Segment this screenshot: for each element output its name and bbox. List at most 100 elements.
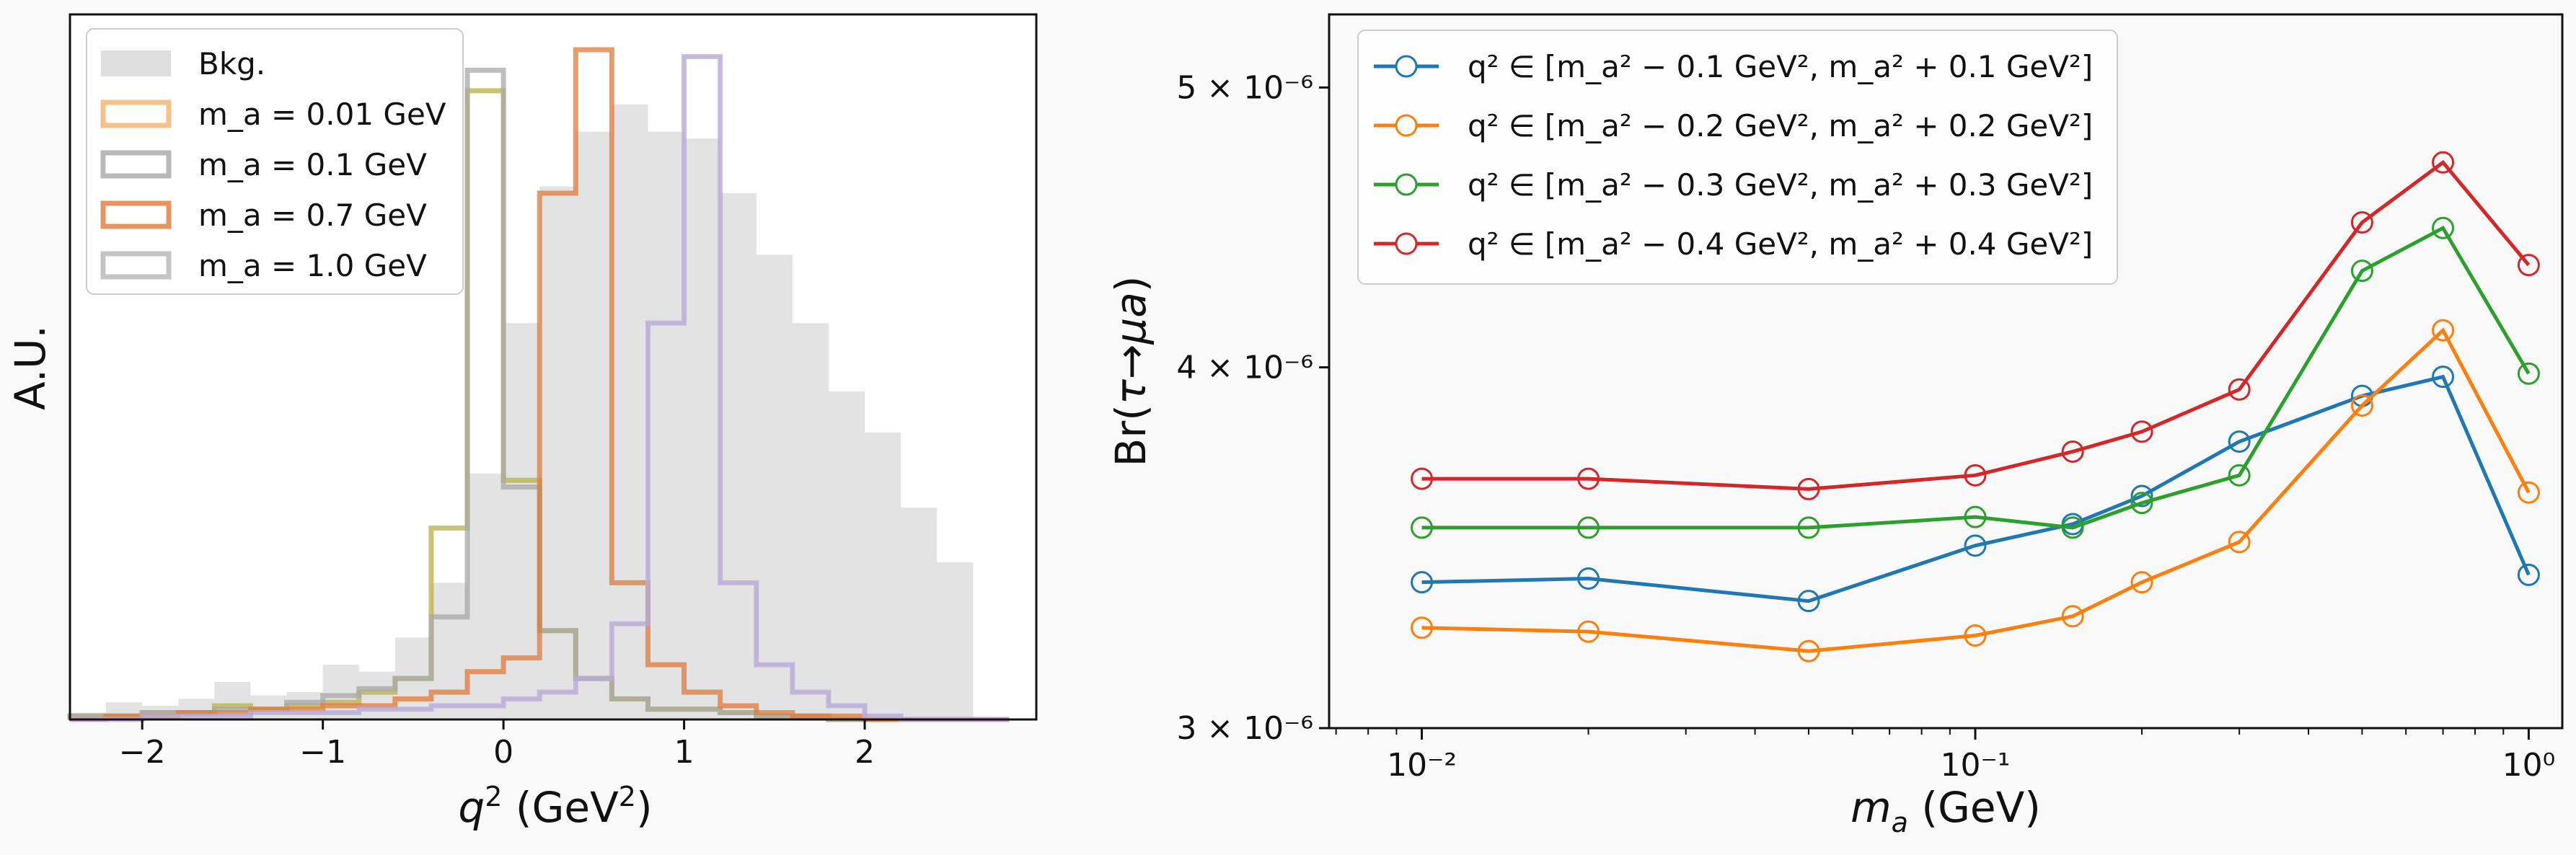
br-frame	[1328, 13, 2564, 730]
br-point	[2432, 366, 2455, 389]
bkg-bar	[503, 323, 540, 719]
br-x-ticks: 10⁻² 10⁻¹ 10⁰	[1335, 728, 2556, 784]
br-point	[1577, 620, 1600, 643]
br-x-tick-label: 10⁻²	[1387, 747, 1457, 784]
bkg-bar	[467, 473, 504, 719]
br-legend-label: q² ∈ [m_a² − 0.4 GeV², m_a² + 0.4 GeV²]	[1468, 226, 2093, 262]
br-point	[2432, 216, 2455, 239]
br-point	[2517, 481, 2540, 504]
histogram-x-tick-label: −1	[299, 734, 346, 771]
br-point	[2061, 440, 2084, 463]
br-legend-label: q² ∈ [m_a² − 0.1 GeV², m_a² + 0.1 GeV²]	[1468, 49, 2093, 84]
br-point	[1797, 477, 1820, 500]
br-legend-marker	[1395, 232, 1418, 255]
br-point	[2130, 571, 2153, 594]
br-point	[2517, 362, 2540, 385]
legend-swatch-bkg	[101, 50, 171, 76]
histogram-bars	[67, 47, 1010, 722]
br-x-tick-label: 10⁰	[2502, 747, 2556, 784]
br-point	[2432, 151, 2455, 174]
br-point	[1577, 567, 1600, 590]
legend-swatch	[100, 200, 172, 229]
histogram-legend-label: m_a = 1.0 GeV	[198, 248, 427, 283]
br-x-tick-label: 10⁻¹	[1941, 747, 2011, 784]
histogram-y-axis-label: A.U.	[6, 325, 55, 410]
histogram-x-tick-label: 2	[855, 734, 875, 771]
br-point	[1411, 616, 1434, 639]
bkg-bar	[937, 562, 974, 719]
bkg-bar	[684, 138, 720, 719]
bkg-bar	[358, 671, 395, 719]
br-point	[2517, 254, 2540, 277]
histogram-legend-label: m_a = 0.1 GeV	[198, 147, 427, 182]
br-point	[2350, 394, 2373, 417]
br-point	[1797, 590, 1820, 613]
bkg-bar	[865, 432, 901, 719]
histogram-step-4	[70, 53, 1010, 722]
br-line-1	[1421, 374, 2531, 603]
bkg-bar	[431, 582, 468, 719]
histogram-legend-label: m_a = 0.01 GeV	[198, 97, 446, 132]
legend-swatch	[100, 150, 172, 179]
bkg-bar	[539, 186, 576, 719]
histogram-legend-label: m_a = 0.7 GeV	[198, 198, 427, 233]
br-y-tick-label: 5 × 10⁻⁶	[1176, 69, 1313, 106]
br-point	[2061, 605, 2084, 628]
histogram-x-axis-label: q2 (GeV2)	[458, 781, 652, 832]
histogram-panel: −2 −1 0 1 2 A.U. q2 (GeV2) Bkg. m_a = 0.01 Ge…	[6, 13, 1038, 832]
br-point	[2350, 211, 2373, 234]
br-legend-marker	[1395, 55, 1418, 78]
br-point	[1411, 467, 1434, 490]
bkg-bar	[901, 508, 938, 719]
bkg-bar	[720, 193, 757, 719]
br-point	[2228, 531, 2251, 554]
br-series-lines	[1411, 151, 2540, 663]
br-y-axis-label: Br(τ→μa)	[1106, 276, 1155, 467]
bkg-bar	[756, 254, 793, 719]
br-point	[2228, 430, 2251, 453]
br-line-3	[1421, 225, 2531, 530]
br-point	[1964, 464, 1987, 487]
legend-swatch	[100, 251, 172, 280]
br-point	[1797, 516, 1820, 539]
histogram-legend-label: Bkg.	[198, 46, 265, 81]
br-point	[2061, 516, 2084, 539]
br-legend-label: q² ∈ [m_a² − 0.3 GeV², m_a² + 0.3 GeV²]	[1468, 167, 2093, 203]
br-point	[1964, 505, 1987, 528]
br-legend-marker	[1395, 114, 1418, 137]
histogram-frame	[69, 13, 1038, 721]
histogram-legend: Bkg. m_a = 0.01 GeV m_a = 0.1 GeV m_a = 0.7…	[86, 28, 464, 295]
br-point	[1577, 516, 1600, 539]
br-y-tick-label: 3 × 10⁻⁶	[1176, 710, 1313, 747]
histogram-legend-box	[86, 28, 464, 295]
br-legend-label: q² ∈ [m_a² − 0.2 GeV², m_a² + 0.2 GeV²]	[1468, 108, 2093, 143]
br-point	[2130, 484, 2153, 508]
br-point	[1411, 571, 1434, 594]
bkg-bar	[575, 131, 612, 720]
br-point	[2350, 260, 2373, 283]
br-point	[1577, 467, 1600, 490]
histogram-step-2	[67, 67, 1010, 722]
br-y-ticks: 3 × 10⁻⁶ 4 × 10⁻⁶ 5 × 10⁻⁶	[1176, 69, 1329, 747]
branching-ratio-panel: 10⁻² 10⁻¹ 10⁰ 3 × 10⁻⁶ 4 × 10⁻⁶ 5 × 10⁻⁶ Br(…	[1106, 13, 2564, 838]
histogram-x-tick-label: −2	[119, 734, 166, 771]
br-point	[2517, 563, 2540, 586]
bkg-bar	[828, 391, 865, 719]
histogram-x-tick-label: 1	[674, 734, 694, 771]
br-y-tick-label: 4 × 10⁻⁶	[1176, 350, 1313, 386]
br-line-2	[1421, 327, 2531, 653]
br-point	[1797, 639, 1820, 663]
br-legend: q² ∈ [m_a² − 0.1 GeV², m_a² + 0.1 GeV²] q…	[1357, 30, 2118, 285]
br-point	[2432, 319, 2455, 342]
bkg-bar	[792, 323, 829, 719]
br-point	[2228, 378, 2251, 401]
br-point	[1964, 624, 1987, 647]
br-point	[1411, 516, 1434, 539]
histogram-step-overlay-4	[70, 55, 1010, 721]
br-point	[2130, 492, 2153, 515]
bkg-bar	[648, 131, 684, 720]
br-point	[2130, 420, 2153, 443]
br-legend-box	[1357, 30, 2118, 285]
